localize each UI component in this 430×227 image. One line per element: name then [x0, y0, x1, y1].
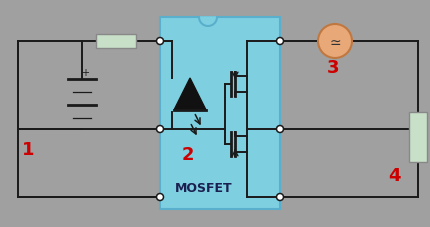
Circle shape: [276, 194, 283, 201]
Bar: [96, 35, 136, 49]
Text: MOSFET: MOSFET: [175, 181, 233, 194]
Circle shape: [157, 194, 163, 201]
Circle shape: [318, 25, 352, 59]
Text: +: +: [81, 68, 89, 78]
Circle shape: [157, 126, 163, 133]
Bar: [409, 113, 427, 162]
Bar: [160, 18, 280, 209]
Text: 4: 4: [388, 166, 400, 184]
Circle shape: [276, 38, 283, 45]
Text: ≃: ≃: [329, 36, 341, 50]
Circle shape: [157, 38, 163, 45]
Polygon shape: [174, 79, 206, 111]
Polygon shape: [199, 18, 217, 27]
Text: 3: 3: [327, 59, 340, 77]
Text: 2: 2: [182, 145, 194, 163]
Circle shape: [276, 126, 283, 133]
Text: 1: 1: [22, 140, 34, 158]
